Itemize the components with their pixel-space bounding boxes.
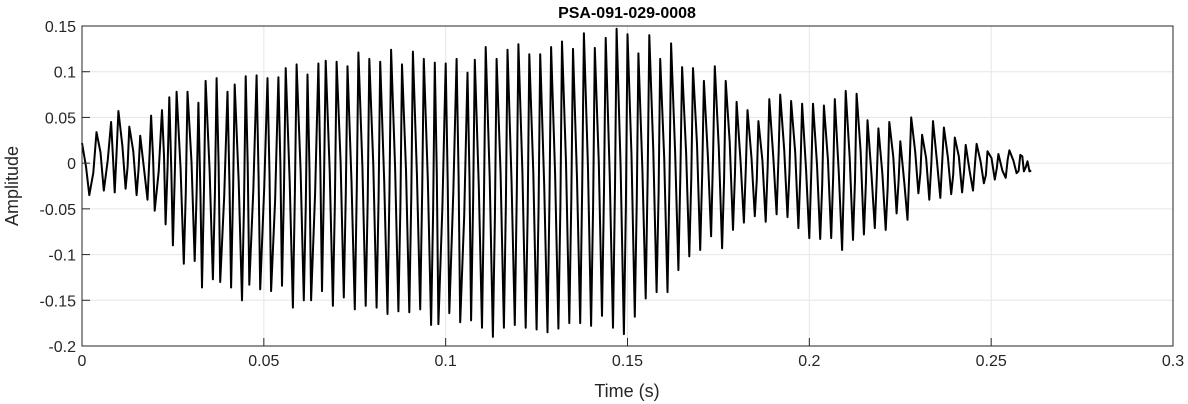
x-tick-label: 0.2 [798, 353, 820, 370]
y-tick-label: 0.15 [45, 19, 76, 36]
y-tick-label: 0 [67, 156, 76, 173]
x-tick-label: 0.25 [976, 353, 1007, 370]
x-tick-label: 0.15 [612, 353, 643, 370]
y-tick-label: 0.1 [54, 65, 76, 82]
y-tick-label: 0.05 [45, 110, 76, 127]
x-axis: 0 0.05 0.1 0.15 0.2 0.25 0.3 [78, 338, 1184, 370]
x-tick-label: 0.3 [1162, 353, 1184, 370]
x-tick-label: 0.05 [248, 353, 279, 370]
y-tick-label: -0.2 [48, 339, 76, 356]
x-tick-label: 0 [78, 353, 87, 370]
waveform-line [81, 27, 1032, 338]
y-axis-label: Amplitude [2, 146, 22, 226]
y-tick-label: -0.15 [40, 293, 77, 310]
x-axis-label: Time (s) [594, 381, 659, 401]
y-tick-label: -0.05 [40, 202, 77, 219]
x-tick-label: 0.1 [435, 353, 457, 370]
y-axis: -0.2 -0.15 -0.1 -0.05 0 0.05 0.1 0.15 [40, 19, 90, 356]
chart-title: PSA-091-029-0008 [558, 5, 696, 22]
y-tick-label: -0.1 [48, 248, 76, 265]
